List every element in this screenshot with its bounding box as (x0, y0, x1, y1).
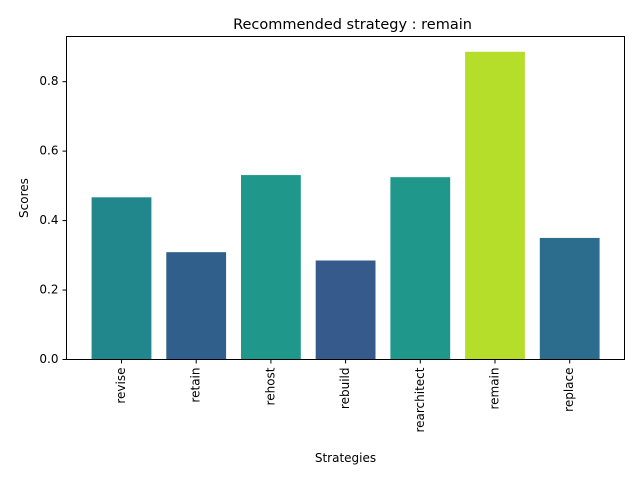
x-tick-label: rehost (263, 367, 277, 405)
y-tick-label: 0.4 (39, 213, 58, 227)
y-tick-label: 0.2 (39, 283, 58, 297)
y-tick-label: 0.0 (39, 352, 58, 366)
bar-revise (91, 197, 152, 360)
y-tick-label: 0.8 (39, 74, 58, 88)
bar-replace (539, 237, 600, 360)
bar-rearchitect (390, 177, 451, 360)
x-tick-label: remain (488, 368, 502, 410)
bar-retain (166, 252, 227, 360)
x-axis-label: Strategies (315, 451, 376, 465)
x-tick-label: replace (562, 368, 576, 412)
x-tick-label: revise (114, 368, 128, 404)
x-tick-label: rearchitect (413, 367, 427, 432)
x-axis-ticks: revise retain rehost rebuild rearchitect rema… (114, 359, 576, 433)
plot-frame (66, 36, 625, 360)
y-tick-label: 0.6 (39, 144, 58, 158)
y-axis-label: Scores (17, 178, 31, 218)
chart-title: Recommended strategy : remain (233, 17, 472, 33)
x-tick-label: retain (189, 368, 203, 403)
bar-remain (465, 51, 525, 360)
y-axis-ticks: 0.0 0.2 0.4 0.6 0.8 (39, 74, 67, 366)
bar-rehost (241, 175, 301, 360)
bar-rebuild (315, 260, 376, 360)
bars-group (91, 51, 600, 360)
x-tick-label: rebuild (338, 368, 352, 410)
